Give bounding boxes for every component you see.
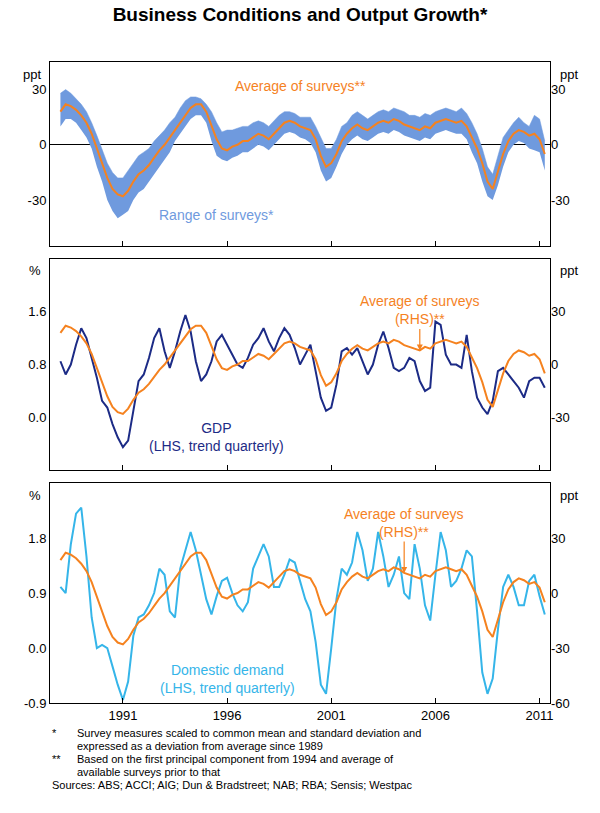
svg-text:%: % bbox=[29, 488, 41, 503]
svg-text:-30: -30 bbox=[551, 410, 570, 425]
svg-text:-60: -60 bbox=[551, 696, 570, 711]
svg-text:Range of surveys*: Range of surveys* bbox=[159, 207, 274, 223]
svg-text:1991: 1991 bbox=[108, 708, 137, 723]
svg-text:-0.9: -0.9 bbox=[24, 696, 46, 711]
svg-text:expressed as a deviation from: expressed as a deviation from average si… bbox=[77, 740, 323, 752]
svg-text:Sources: ABS; ACCI; AIG; Dun &: Sources: ABS; ACCI; AIG; Dun & Bradstree… bbox=[52, 779, 412, 791]
svg-text:1.6: 1.6 bbox=[28, 304, 46, 319]
svg-text:2006: 2006 bbox=[421, 708, 450, 723]
svg-text:ppt: ppt bbox=[560, 263, 578, 278]
svg-text:0: 0 bbox=[551, 586, 558, 601]
svg-text:0.0: 0.0 bbox=[28, 641, 46, 656]
svg-text:-30: -30 bbox=[551, 193, 570, 208]
svg-text:Average of surveys(RHS)**: Average of surveys(RHS)** bbox=[344, 506, 464, 540]
svg-text:ppt: ppt bbox=[23, 67, 41, 82]
svg-text:Based on the first principal c: Based on the first principal component f… bbox=[77, 753, 394, 765]
svg-text:0.0: 0.0 bbox=[28, 410, 46, 425]
svg-text:-30: -30 bbox=[28, 193, 47, 208]
svg-text:Average of surveys(RHS)**: Average of surveys(RHS)** bbox=[360, 293, 480, 327]
svg-text:30: 30 bbox=[551, 82, 565, 97]
svg-text:**: ** bbox=[52, 753, 61, 765]
svg-text:0.8: 0.8 bbox=[28, 357, 46, 372]
svg-text:ppt: ppt bbox=[560, 488, 578, 503]
svg-text:0: 0 bbox=[39, 137, 46, 152]
svg-text:0: 0 bbox=[551, 137, 558, 152]
svg-text:1.8: 1.8 bbox=[28, 531, 46, 546]
svg-text:available surveys prior to tha: available surveys prior to that bbox=[77, 766, 220, 778]
svg-text:Business Conditions and Output: Business Conditions and Output Growth* bbox=[113, 4, 488, 25]
svg-text:GDP(LHS, trend quarterly): GDP(LHS, trend quarterly) bbox=[149, 420, 284, 454]
svg-text:-30: -30 bbox=[551, 641, 570, 656]
svg-text:30: 30 bbox=[551, 531, 565, 546]
svg-text:Survey measures scaled to comm: Survey measures scaled to common mean an… bbox=[77, 727, 421, 739]
svg-text:Average of surveys**: Average of surveys** bbox=[235, 78, 366, 94]
svg-text:ppt: ppt bbox=[560, 67, 578, 82]
svg-text:2001: 2001 bbox=[317, 708, 346, 723]
svg-text:2011: 2011 bbox=[526, 708, 554, 723]
svg-text:30: 30 bbox=[32, 82, 46, 97]
svg-text:%: % bbox=[29, 263, 41, 278]
svg-text:0: 0 bbox=[551, 357, 558, 372]
svg-text:30: 30 bbox=[551, 304, 565, 319]
svg-text:Domestic demand(LHS, trend qua: Domestic demand(LHS, trend quarterly) bbox=[160, 662, 295, 696]
svg-text:1996: 1996 bbox=[213, 708, 242, 723]
svg-text:*: * bbox=[52, 727, 57, 739]
svg-text:0.9: 0.9 bbox=[28, 586, 46, 601]
